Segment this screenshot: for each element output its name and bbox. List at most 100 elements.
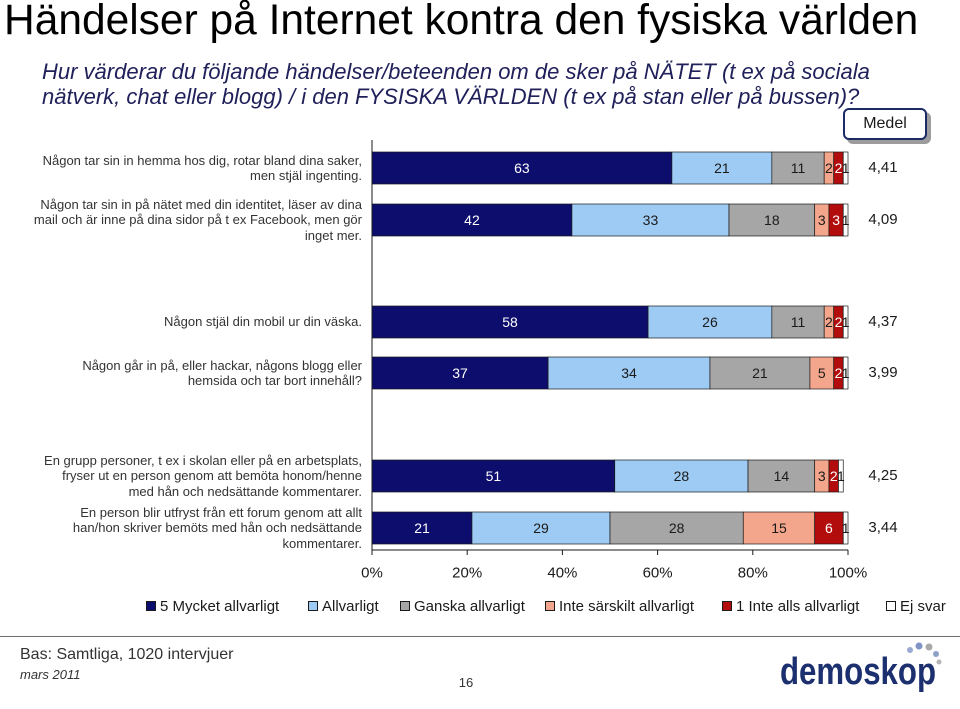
legend-swatch [308,601,318,611]
mean-value: 4,37 [868,313,898,330]
mean-value: 4,41 [868,159,898,176]
footer-divider [0,636,960,637]
bar-value-label: 11 [791,160,806,176]
logo-dot [936,659,942,665]
logo-wordmark: demoskop [780,651,936,693]
survey-question: Hur värderar du följande händelser/betee… [42,59,870,109]
bar-value-label: 2 [835,160,843,176]
bar-segment [747,459,816,493]
bar-value-label: 1 [837,468,845,484]
bar-segment [838,459,844,493]
legend-label: 5 Mycket allvarligt [160,597,280,615]
bar-value-label: 34 [621,365,637,381]
bar-segment [842,151,849,185]
bar-value-label: 1 [842,160,850,176]
x-tick-label: 60% [643,565,673,582]
bar-rows: 63 21 11 2 2 142 33 18 3 3 158 26 11 2 2 137 34 21 5 2 151 28… [371,151,850,545]
bar-segment [842,511,849,545]
logo-dot [915,642,923,650]
bar-segment [371,459,616,493]
bar-value-label: 28 [669,520,685,536]
mean-header-box: Medel [843,108,927,140]
bar-segment [842,305,849,339]
bar-value-label: 21 [414,520,430,536]
mean-value: 3,44 [868,519,898,536]
category-label: En grupp personer, t ex i skolan eller p… [44,452,362,499]
bar-segment [842,203,849,237]
x-tick-label: 100% [829,565,867,582]
legend-label: Ej svar [900,597,946,615]
bar-segment [471,511,611,545]
bar-row: 51 28 14 3 2 1 [371,459,845,493]
bar-segment [614,459,749,493]
legend-item: 5 Mycket allvarligt [146,597,279,615]
legend-label: Allvarligt [322,597,379,615]
bar-value-label: 3 [818,468,826,484]
x-tick-label: 80% [738,565,768,582]
bar-value-label: 42 [464,212,480,228]
bar-row: 21 29 28 15 6 1 [371,511,850,545]
bar-value-label: 2 [825,314,833,330]
bar-value-label: 1 [842,212,850,228]
bar-segment [771,305,825,339]
bar-value-label: 11 [791,314,806,330]
mean-value: 4,25 [868,467,898,484]
demoskop-logo: demoskop [780,642,942,693]
bar-value-label: 1 [842,314,850,330]
bar-segment [647,305,773,339]
x-tick-label: 40% [547,565,577,582]
bar-row: 42 33 18 3 3 1 [371,203,850,237]
x-tick-label: 0% [361,565,383,582]
logo-dot [925,643,933,651]
bar-segment [842,356,849,390]
mean-value: 3,99 [868,364,898,381]
bar-segment [728,203,816,237]
bar-segment [814,511,844,545]
legend-label: Inte särskilt allvarligt [559,597,695,615]
legend-swatch [545,601,555,611]
bar-row: 37 34 21 5 2 1 [371,356,850,390]
legend-label: 1 Inte alls allvarligt [736,597,860,615]
legend-swatch [886,601,896,611]
report-date: mars 2011 [20,667,81,682]
page-number: 16 [458,675,474,690]
bar-segment [709,356,811,390]
bar-value-label: 2 [835,314,843,330]
bar-value-label: 15 [771,520,787,536]
bar-value-label: 21 [714,160,730,176]
logo-dot [907,647,913,653]
bar-segment [571,203,730,237]
bar-value-label: 6 [825,520,833,536]
legend-swatch [146,601,156,611]
bar-value-label: 58 [502,314,518,330]
legend-item: Allvarligt [308,597,379,615]
bar-value-label: 2 [835,365,843,381]
slide-title: Händelser på Internet kontra den fysiska… [4,0,919,44]
bar-value-label: 5 [818,365,826,381]
legend-item: Ganska allvarligt [400,597,525,615]
legend-swatch [400,601,410,611]
bar-value-label: 28 [674,468,690,484]
legend-item: Inte särskilt allvarligt [545,597,694,615]
legend-label: Ganska allvarligt [414,597,525,615]
bar-value-label: 21 [752,365,768,381]
bar-value-label: 26 [702,314,718,330]
bar-row: 63 21 11 2 2 1 [371,151,850,185]
x-tick-label: 20% [452,565,482,582]
bar-value-label: 1 [842,365,850,381]
bar-value-label: 3 [832,212,840,228]
bar-value-label: 37 [452,365,468,381]
mean-value: 4,09 [868,211,898,228]
category-label: Någon tar sin in hemma hos dig, rotar bl… [42,152,362,184]
logo-dot [933,651,939,657]
bar-value-label: 33 [643,212,659,228]
category-label: Någon går in på, eller hackar, någons bl… [82,357,362,389]
bar-value-label: 14 [774,468,790,484]
bar-value-label: 1 [842,520,850,536]
category-label: Någon tar sin in på nätet med din identi… [33,196,362,243]
bar-value-label: 29 [533,520,549,536]
bar-value-label: 18 [764,212,780,228]
bar-segment [742,511,816,545]
bar-value-label: 2 [825,160,833,176]
